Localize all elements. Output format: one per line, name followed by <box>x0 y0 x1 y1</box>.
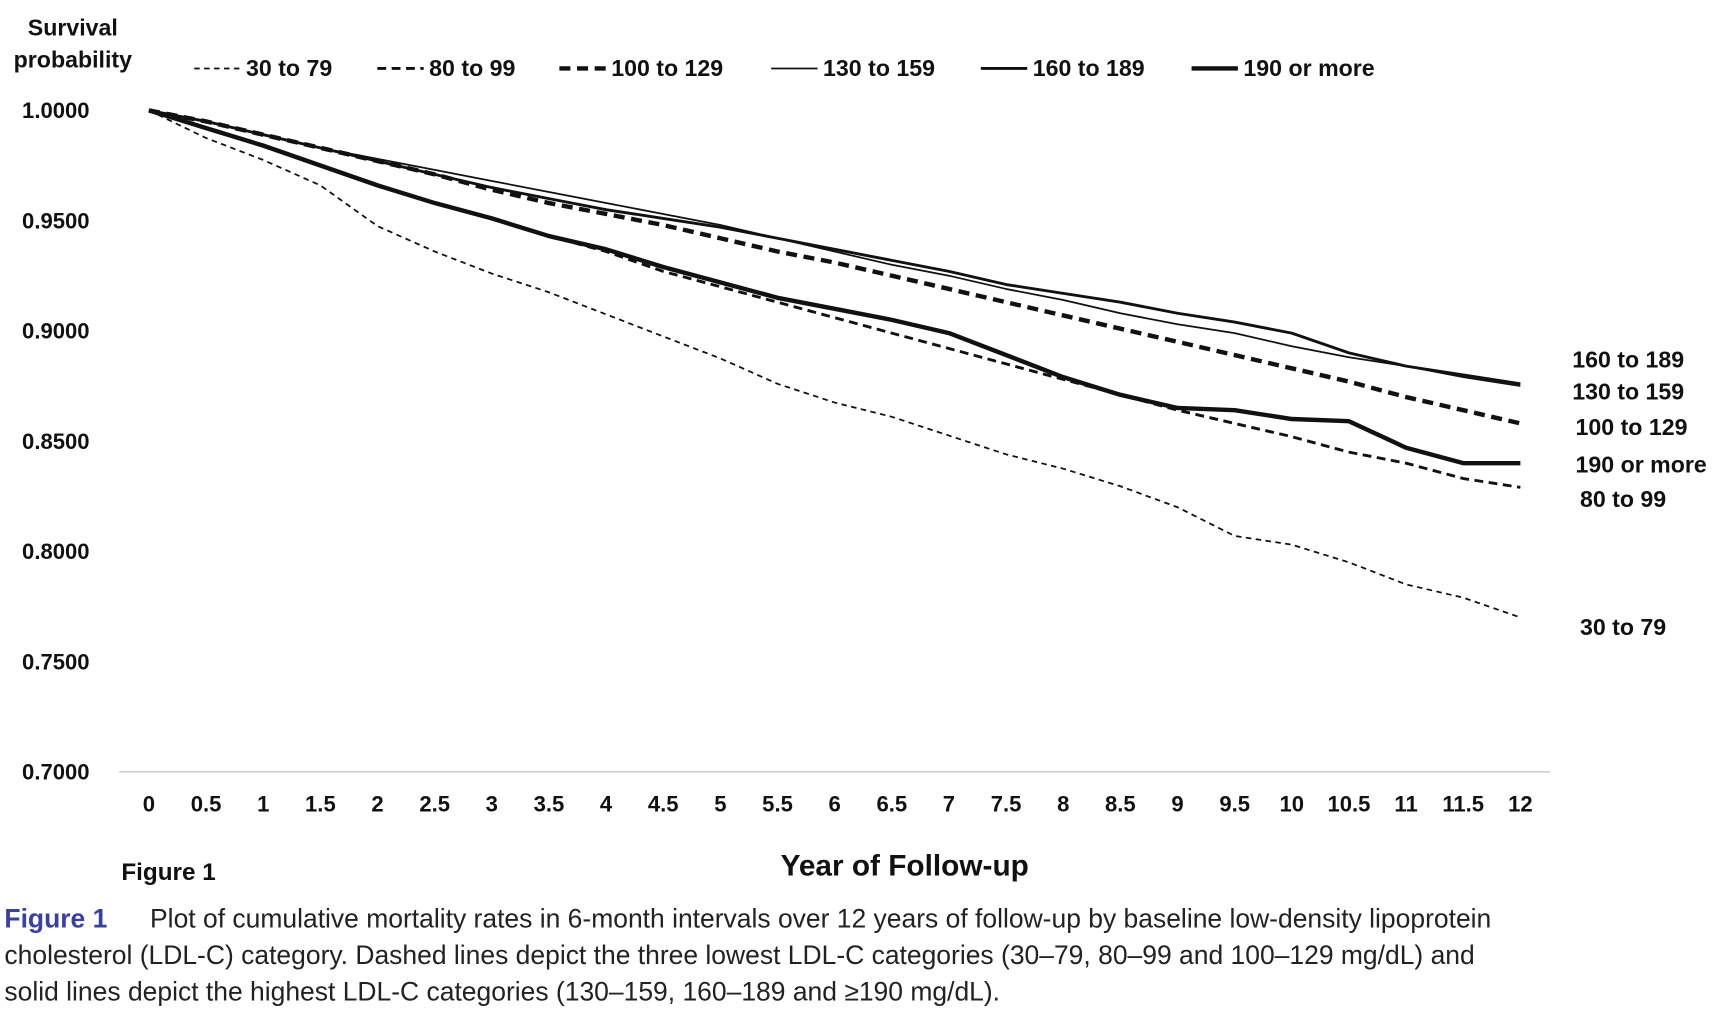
series-lines <box>148 108 1521 619</box>
x-tick-label: 3 <box>486 792 498 817</box>
x-tick-label: 5 <box>714 792 726 817</box>
legend-label: 30 to 79 <box>246 55 332 81</box>
legend-label: 100 to 129 <box>611 55 723 81</box>
caption-line-3: solid lines depict the highest LDL-C cat… <box>4 976 1000 1006</box>
y-axis-ticks: 1.0000 0.9500 0.9000 0.8500 0.8000 0.7500 0.70… <box>22 98 89 784</box>
x-tick-label: 9 <box>1171 792 1183 817</box>
x-tick-label: 9.5 <box>1219 792 1250 817</box>
series-line-30-to-79 <box>148 109 1521 619</box>
y-tick-label: 0.9500 <box>22 208 89 233</box>
y-tick-label: 0.8000 <box>22 539 89 564</box>
x-tick-label: 1.5 <box>305 792 336 817</box>
x-tick-label: 7 <box>943 792 955 817</box>
x-tick-label: 0.5 <box>191 792 222 817</box>
legend-label: 80 to 99 <box>429 55 515 81</box>
end-label: 80 to 99 <box>1580 486 1666 512</box>
x-tick-label: 3.5 <box>534 792 565 817</box>
y-tick-label: 0.9000 <box>22 319 89 344</box>
end-label: 160 to 189 <box>1572 347 1684 373</box>
y-tick-label: 1.0000 <box>22 98 89 123</box>
x-tick-label: 8.5 <box>1105 792 1136 817</box>
series-line-190-or-more <box>148 108 1521 466</box>
x-tick-label: 5.5 <box>762 792 793 817</box>
x-tick-label: 6 <box>829 792 841 817</box>
x-tick-label: 11.5 <box>1442 792 1484 817</box>
figure-label: Figure 1 <box>121 859 215 886</box>
end-label: 190 or more <box>1576 452 1707 478</box>
series-line-130-to-159 <box>148 109 1521 387</box>
x-tick-label: 8 <box>1057 792 1069 817</box>
x-tick-label: 1 <box>257 792 269 817</box>
end-labels: 160 to 189 130 to 159 100 to 129 190 or mor… <box>1572 347 1707 640</box>
x-tick-label: 2.5 <box>419 792 450 817</box>
y-tick-label: 0.7000 <box>22 760 89 785</box>
x-tick-label: 10 <box>1280 792 1305 817</box>
end-label: 130 to 159 <box>1572 379 1684 405</box>
end-label: 100 to 129 <box>1576 414 1688 440</box>
x-tick-label: 4 <box>600 792 613 817</box>
y-tick-label: 0.8500 <box>22 429 89 454</box>
x-axis-ticks: 0 0.5 1 1.5 2 2.5 3 3.5 4 4.5 5 5.5 6 6.5 7 7.5 8 8.5 9 9.5… <box>143 792 1533 817</box>
x-tick-label: 10.5 <box>1327 792 1370 817</box>
legend-label: 130 to 159 <box>823 55 935 81</box>
x-axis-label: Year of Follow-up <box>781 850 1029 883</box>
y-axis-label-line1: Survival <box>28 14 118 40</box>
legend-label: 160 to 189 <box>1033 55 1145 81</box>
series-line-100-to-129 <box>148 108 1521 426</box>
series-line-80-to-99 <box>148 109 1521 489</box>
x-tick-label: 7.5 <box>991 792 1022 817</box>
y-axis-label-line2: probability <box>14 46 132 72</box>
x-tick-label: 6.5 <box>876 792 907 817</box>
legend-label: 190 or more <box>1243 55 1374 81</box>
x-tick-label: 11 <box>1394 792 1417 817</box>
caption-line-1: Plot of cumulative mortality rates in 6-… <box>150 903 1491 933</box>
x-tick-label: 12 <box>1508 792 1533 817</box>
x-tick-label: 0 <box>143 792 155 817</box>
series-line-160-to-189 <box>148 109 1521 386</box>
y-tick-label: 0.7500 <box>22 649 89 674</box>
x-tick-label: 4.5 <box>648 792 679 817</box>
x-tick-label: 2 <box>371 792 383 817</box>
end-label: 30 to 79 <box>1580 614 1666 640</box>
legend: 30 to 79 80 to 99 100 to 129 130 to 159 160 … <box>194 55 1375 81</box>
caption-label: Figure 1 <box>4 903 107 933</box>
caption-line-2: cholesterol (LDL-C) category. Dashed lin… <box>4 940 1474 970</box>
